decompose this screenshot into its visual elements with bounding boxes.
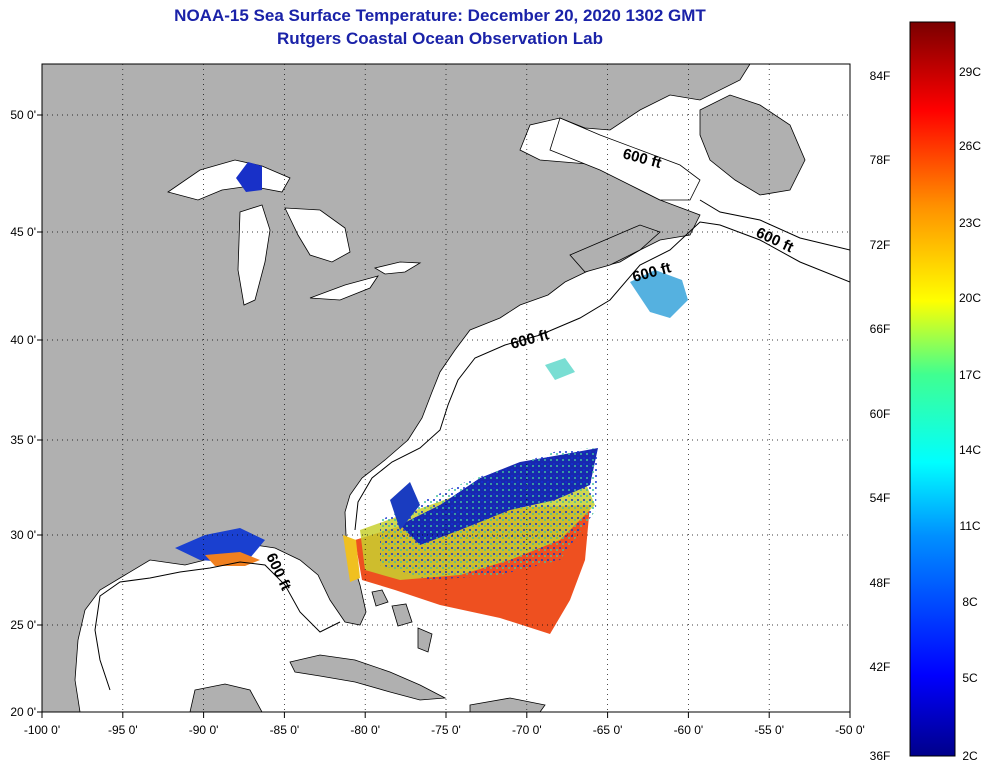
land-cuba [289, 654, 447, 701]
lat-tick-label: 40 0' [10, 333, 36, 347]
colorbar-label-celsius: 17C [959, 368, 981, 382]
land-yucatan [189, 683, 263, 712]
land-bahamas [371, 589, 433, 653]
lon-tick-label: -65 0' [593, 723, 623, 737]
colorbar-label-celsius: 26C [959, 139, 981, 153]
isobath-gulf [94, 561, 341, 691]
lake-michigan [237, 204, 271, 306]
sst-lake-superior [236, 162, 262, 192]
lat-tick-label: 50 0' [10, 108, 36, 122]
land-newfoundland [699, 94, 806, 196]
gulf-st-lawrence [549, 117, 701, 201]
map-subtitle: Rutgers Coastal Ocean Observation Lab [277, 29, 603, 48]
colorbar-label-fahrenheit: 78F [870, 153, 891, 167]
colorbar-gradient [909, 21, 956, 757]
lat-tick-label: 45 0' [10, 225, 36, 239]
colorbar-label-celsius: 2C [962, 749, 978, 763]
sst-swath-speckle [380, 448, 598, 580]
map-title: NOAA-15 Sea Surface Temperature: Decembe… [174, 6, 706, 25]
colorbar-label-fahrenheit: 60F [870, 407, 891, 421]
lon-tick-label: -85 0' [270, 723, 300, 737]
sst-patch-offshore [545, 358, 575, 380]
lat-tick-label: 20 0' [10, 705, 36, 719]
lon-tick-label: -70 0' [512, 723, 542, 737]
colorbar-label-fahrenheit: 54F [870, 491, 891, 505]
colorbar-label-celsius: 5C [962, 671, 978, 685]
colorbar-label-fahrenheit: 84F [870, 69, 891, 83]
colorbar-label-celsius: 23C [959, 216, 981, 230]
colorbar-label-fahrenheit: 72F [870, 238, 891, 252]
lon-tick-label: -75 0' [431, 723, 461, 737]
lon-tick-label: -100 0' [24, 723, 60, 737]
lake-huron [284, 207, 351, 263]
lat-tick-label: 35 0' [10, 433, 36, 447]
lon-tick-label: -95 0' [108, 723, 138, 737]
graticule: -100 0' -95 0' -90 0' -85 0' -80 0' -75 0' -70… [10, 64, 865, 737]
colorbar-label-fahrenheit: 42F [870, 660, 891, 674]
land-hispaniola [469, 697, 546, 712]
colorbar-label-fahrenheit: 36F [870, 749, 891, 763]
lon-tick-label: -50 0' [835, 723, 865, 737]
colorbar-label-fahrenheit: 66F [870, 322, 891, 336]
plot-frame [41, 63, 851, 713]
isobath-newfoundland [699, 199, 850, 251]
colorbar-labels: 84F 78F 72F 66F 60F 54F 48F 42F 36F 29C 26C 23C 20C 1… [870, 65, 982, 763]
colorbar-label-celsius: 8C [962, 595, 978, 609]
sst-patch-florida-strait [343, 535, 360, 582]
lat-tick-label: 30 0' [10, 528, 36, 542]
colorbar-label-celsius: 11C [959, 519, 980, 533]
colorbar-label-celsius: 20C [959, 291, 981, 305]
lake-erie [309, 275, 379, 301]
lon-tick-label: -90 0' [189, 723, 219, 737]
land-nova-scotia [569, 224, 661, 273]
lon-tick-label: -60 0' [674, 723, 704, 737]
lake-ontario [373, 261, 422, 275]
colorbar-label-celsius: 14C [959, 443, 981, 457]
colorbar-label-celsius: 29C [959, 65, 981, 79]
lon-tick-label: -55 0' [754, 723, 784, 737]
lon-tick-label: -80 0' [350, 723, 380, 737]
colorbar-label-fahrenheit: 48F [870, 576, 891, 590]
sst-swath-north [390, 482, 420, 530]
sst-patch-gulf-maine [630, 270, 688, 318]
lat-tick-label: 25 0' [10, 618, 36, 632]
